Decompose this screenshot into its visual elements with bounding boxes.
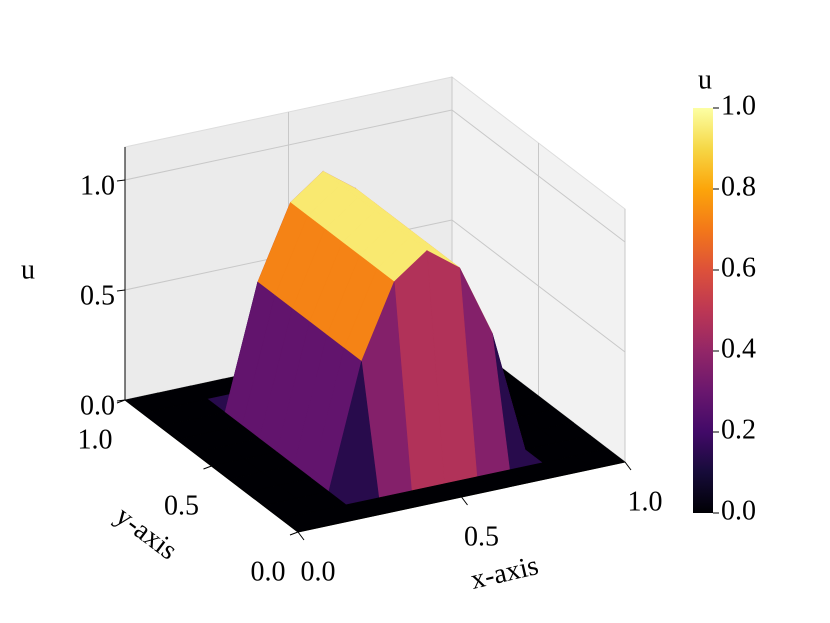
y-tick-label: 0.0 bbox=[251, 556, 286, 587]
y-tick bbox=[203, 465, 212, 470]
z-tick bbox=[116, 399, 126, 402]
x-tick-label: 0.0 bbox=[301, 556, 336, 587]
colorbar-tick-label: 0.6 bbox=[721, 252, 756, 283]
x-axis-label: x-axis bbox=[468, 550, 542, 596]
colorbar-tick-label: 0.4 bbox=[721, 333, 756, 364]
x-tick bbox=[624, 461, 632, 471]
grid-line bbox=[124, 109, 453, 181]
grid-line bbox=[451, 219, 626, 353]
y-tick bbox=[289, 531, 299, 536]
x-tick bbox=[297, 531, 305, 541]
colorbar-label: u bbox=[698, 64, 712, 95]
z-tick-label: 0.5 bbox=[80, 280, 115, 311]
y-tick-label: 1.0 bbox=[78, 424, 113, 455]
colorbar-tick-label: 1.0 bbox=[721, 90, 756, 121]
z-tick-label: 0.0 bbox=[80, 390, 115, 421]
y-tick-label: 0.5 bbox=[164, 490, 199, 521]
x-tick-label: 0.5 bbox=[464, 521, 499, 552]
z-tick bbox=[116, 179, 126, 182]
z-tick bbox=[116, 289, 126, 292]
x-tick-label: 1.0 bbox=[628, 486, 663, 517]
colorbar bbox=[693, 108, 713, 513]
x-tick bbox=[461, 496, 468, 506]
z-axis-label: u bbox=[21, 254, 35, 285]
colorbar-tick-label: 0.0 bbox=[721, 495, 756, 526]
colorbar-tick-label: 0.8 bbox=[721, 171, 756, 202]
z-tick-label: 1.0 bbox=[80, 170, 115, 201]
grid-line bbox=[451, 109, 626, 243]
colorbar-tick-label: 0.2 bbox=[721, 414, 756, 445]
